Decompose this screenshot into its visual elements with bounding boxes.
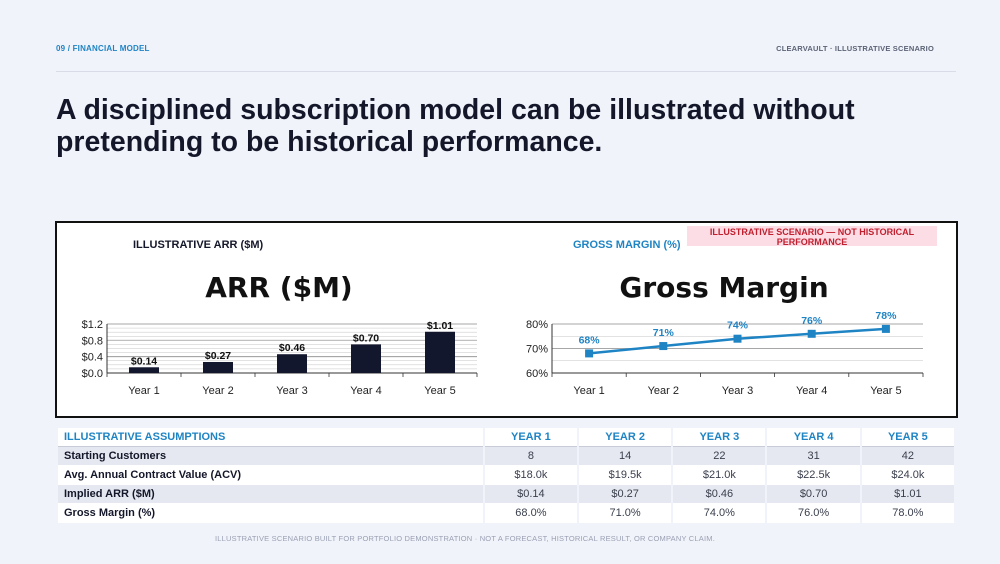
table-cell: $24.0k: [861, 466, 954, 485]
margin-point: [659, 342, 668, 351]
x-tick-label: Year 5: [424, 385, 455, 397]
table-header-year: YEAR 3: [673, 428, 766, 447]
x-tick-label: Year 3: [722, 385, 753, 397]
margin-point: [881, 324, 890, 333]
margin-data-label: 68%: [579, 334, 601, 346]
table-cell: $0.27: [579, 485, 672, 504]
margin-chart-title: Gross Margin: [619, 271, 828, 304]
table-cell: $1.01: [861, 485, 954, 504]
table-header-year: YEAR 2: [579, 428, 672, 447]
margin-point: [807, 329, 816, 338]
disclaimer-banner: ILLUSTRATIVE SCENARIO — NOT HISTORICAL P…: [687, 226, 937, 247]
margin-data-label: 76%: [801, 315, 823, 327]
table-cell: 8: [484, 447, 577, 466]
x-tick-label: Year 4: [796, 385, 827, 397]
margin-chart-caption: GROSS MARGIN (%): [573, 239, 681, 251]
header-divider: [56, 71, 956, 72]
table-cell: $0.46: [673, 485, 766, 504]
arr-bar: [351, 344, 381, 373]
table-cell: 71.0%: [579, 504, 672, 523]
page-title: A disciplined subscription model can be …: [56, 94, 855, 158]
arr-data-label: $0.70: [353, 332, 379, 344]
y-tick-label: $1.2: [82, 319, 103, 331]
arr-data-label: $1.01: [427, 320, 453, 332]
table-cell: $21.0k: [673, 466, 766, 485]
margin-data-label: 74%: [727, 320, 749, 332]
table-cell: $18.0k: [484, 466, 577, 485]
y-tick-label: $0.4: [82, 352, 103, 364]
row-label: Gross Margin (%): [58, 504, 483, 523]
row-label: Implied ARR ($M): [58, 485, 483, 504]
arr-chart-title: ARR ($M): [205, 271, 352, 304]
table-header-year: YEAR 4: [767, 428, 860, 447]
arr-bar: [203, 361, 233, 373]
margin-data-label: 78%: [875, 310, 897, 322]
arr-bar: [129, 367, 159, 373]
table-row: Avg. Annual Contract Value (ACV) $18.0k $1…: [58, 466, 954, 485]
table-cell: 22: [673, 447, 766, 466]
table-header-label: ILLUSTRATIVE ASSUMPTIONS: [58, 428, 483, 447]
y-tick-label: $0.0: [82, 368, 103, 380]
row-label: Avg. Annual Contract Value (ACV): [58, 466, 483, 485]
y-tick-label: 80%: [526, 319, 548, 331]
table-cell: 74.0%: [673, 504, 766, 523]
y-tick-label: 70%: [526, 344, 548, 356]
table-cell: $0.70: [767, 485, 860, 504]
x-tick-label: Year 2: [202, 385, 233, 397]
x-tick-label: Year 2: [648, 385, 679, 397]
table-cell: 31: [767, 447, 860, 466]
y-tick-label: 60%: [526, 368, 548, 380]
table-cell: $22.5k: [767, 466, 860, 485]
margin-data-label: 71%: [653, 327, 675, 339]
x-tick-label: Year 5: [870, 385, 901, 397]
table-row: Gross Margin (%) 68.0% 71.0% 74.0% 76.0% 78.0…: [58, 504, 954, 523]
arr-data-label: $0.46: [279, 342, 305, 354]
y-tick-label: $0.8: [82, 335, 103, 347]
footnote: ILLUSTRATIVE SCENARIO BUILT FOR PORTFOLI…: [215, 534, 715, 543]
row-label: Starting Customers: [58, 447, 483, 466]
arr-data-label: $0.14: [131, 355, 157, 367]
table-header-year: YEAR 5: [861, 428, 954, 447]
assumptions-table: ILLUSTRATIVE ASSUMPTIONS YEAR 1 YEAR 2 YEAR…: [56, 428, 956, 523]
arr-bar: [277, 354, 307, 373]
table-cell: 76.0%: [767, 504, 860, 523]
margin-point: [585, 349, 594, 358]
brand-label: CLEARVAULT · ILLUSTRATIVE SCENARIO: [776, 44, 934, 53]
charts-canvas: ILLUSTRATIVE ARR ($M) ARR ($M) $0.0 $0.4 $0.…: [82, 239, 924, 397]
arr-bar: [425, 331, 455, 373]
margin-point: [733, 334, 742, 343]
table-cell: 78.0%: [861, 504, 954, 523]
table-cell: 14: [579, 447, 672, 466]
chart-panel: ILLUSTRATIVE ARR ($M) ARR ($M) $0.0 $0.4 $0.…: [55, 221, 958, 418]
table-cell: $0.14: [484, 485, 577, 504]
table-row: Implied ARR ($M) $0.14 $0.27 $0.46 $0.70 $1.0…: [58, 485, 954, 504]
section-label: 09 / FINANCIAL MODEL: [56, 44, 150, 53]
table-header-row: ILLUSTRATIVE ASSUMPTIONS YEAR 1 YEAR 2 YEAR…: [58, 428, 954, 447]
table-header-year: YEAR 1: [484, 428, 577, 447]
table-cell: 68.0%: [484, 504, 577, 523]
x-tick-label: Year 3: [276, 385, 307, 397]
arr-chart-caption: ILLUSTRATIVE ARR ($M): [133, 239, 263, 251]
x-tick-label: Year 1: [128, 385, 159, 397]
table-cell: 42: [861, 447, 954, 466]
x-tick-label: Year 1: [573, 385, 604, 397]
table-row: Starting Customers 8 14 22 31 42: [58, 447, 954, 466]
arr-data-label: $0.27: [205, 350, 231, 362]
table-cell: $19.5k: [579, 466, 672, 485]
x-tick-label: Year 4: [350, 385, 381, 397]
